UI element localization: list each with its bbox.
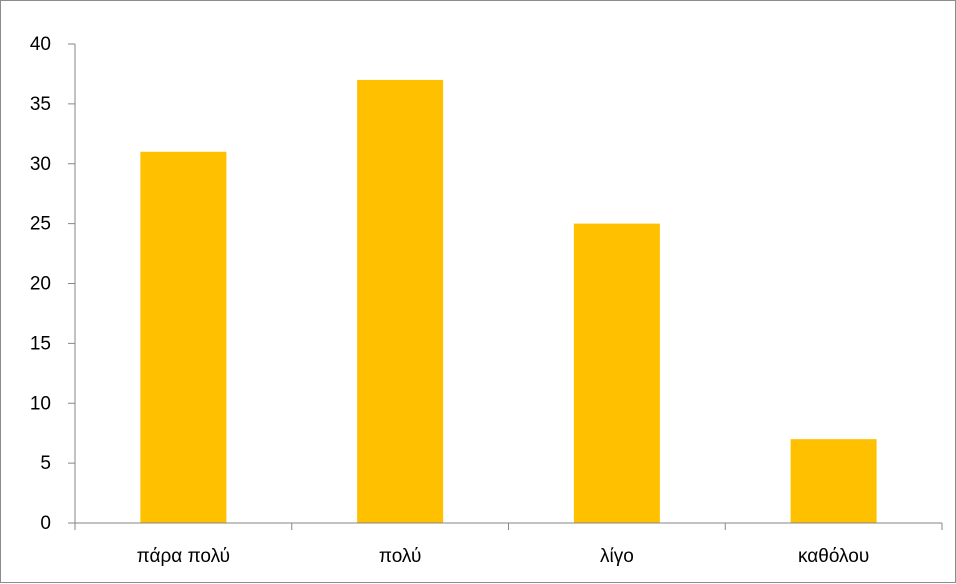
x-tick-label: λίγο xyxy=(600,546,634,567)
x-tick-label: πάρα πολύ xyxy=(137,546,230,567)
y-tick-label: 40 xyxy=(30,34,51,55)
y-tick-label: 20 xyxy=(30,274,51,295)
y-tick-label: 10 xyxy=(30,393,51,414)
x-tick-label: καθόλου xyxy=(798,546,869,567)
bar-0 xyxy=(140,151,227,523)
x-tick-label: πολύ xyxy=(379,546,421,567)
axes-layer xyxy=(68,43,943,530)
y-tick-label: 0 xyxy=(40,513,51,534)
y-tick-label: 35 xyxy=(30,94,51,115)
bar-3 xyxy=(790,439,877,523)
y-tick-label: 15 xyxy=(30,333,51,354)
bar-1 xyxy=(357,79,444,524)
bar-2 xyxy=(573,223,660,523)
y-tick-label: 25 xyxy=(30,214,51,235)
bars-layer xyxy=(140,79,877,524)
labels-layer: 0 5 10 15 20 25 30 35 40 πάρα πολύ πολύ λίγο καθόλου xyxy=(30,34,869,567)
y-tick-label: 5 xyxy=(40,453,51,474)
y-tick-label: 30 xyxy=(30,154,51,175)
